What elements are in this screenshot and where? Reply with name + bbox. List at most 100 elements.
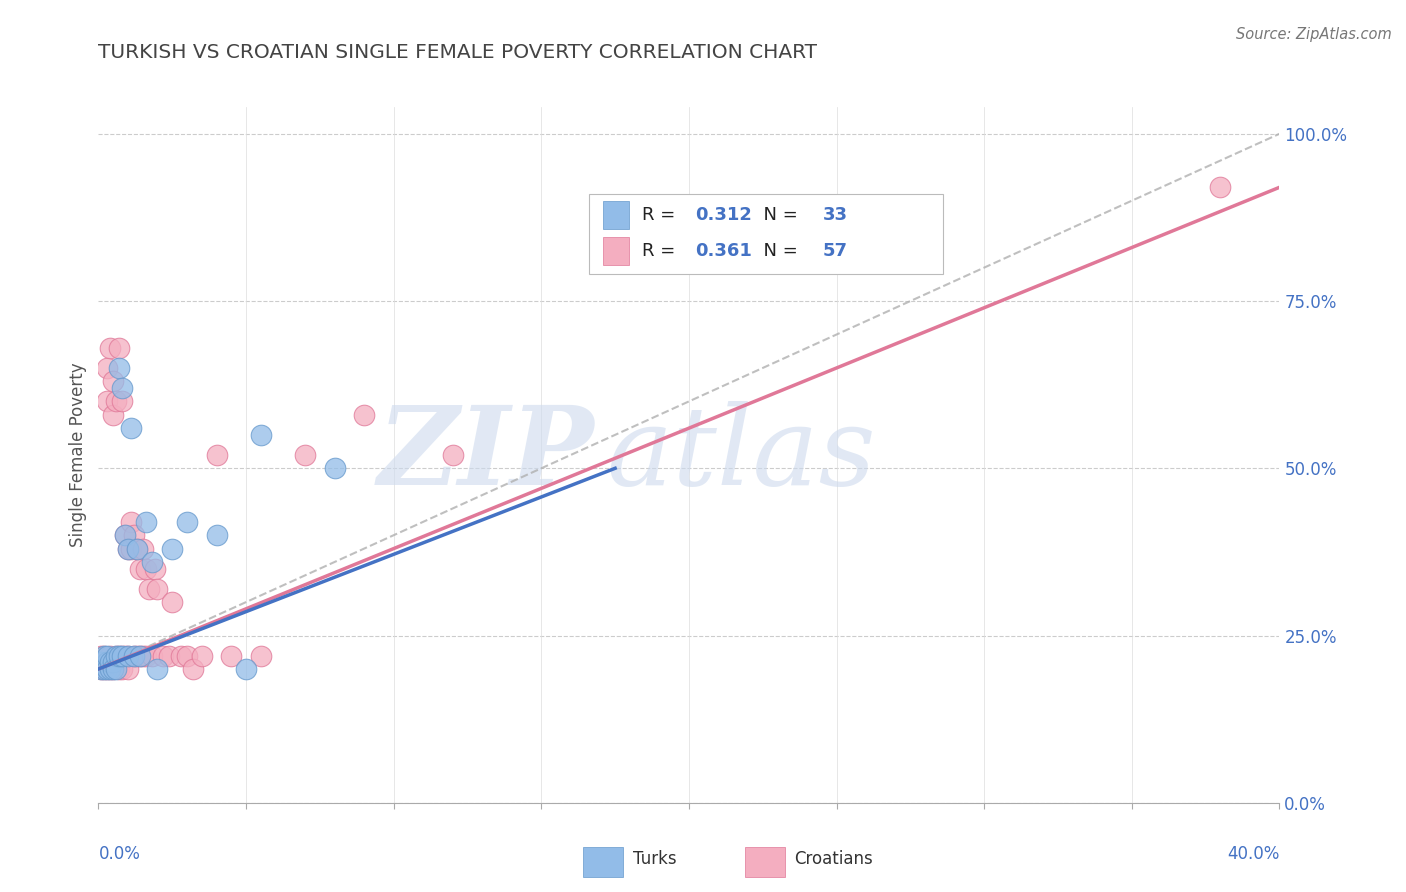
- Point: [132, 541, 155, 556]
- Point: [143, 562, 166, 576]
- Point: [111, 381, 134, 395]
- Point: [181, 662, 204, 676]
- Text: N =: N =: [752, 242, 803, 260]
- Text: TURKISH VS CROATIAN SINGLE FEMALE POVERTY CORRELATION CHART: TURKISH VS CROATIAN SINGLE FEMALE POVERT…: [98, 44, 817, 62]
- Point: [125, 541, 148, 556]
- Text: Turks: Turks: [633, 850, 676, 868]
- Point: [122, 648, 145, 663]
- Point: [93, 648, 115, 663]
- Point: [117, 648, 139, 663]
- Point: [441, 448, 464, 462]
- Point: [323, 461, 346, 475]
- Point: [132, 648, 155, 663]
- Point: [120, 421, 142, 435]
- Point: [141, 555, 163, 569]
- Point: [117, 541, 139, 556]
- Point: [235, 662, 257, 676]
- Point: [170, 648, 193, 663]
- Point: [103, 655, 125, 669]
- Point: [90, 662, 112, 676]
- Point: [108, 361, 131, 376]
- Point: [103, 375, 125, 389]
- Text: 40.0%: 40.0%: [1227, 845, 1279, 863]
- Point: [93, 655, 115, 669]
- Point: [128, 648, 150, 663]
- Point: [250, 648, 273, 663]
- Y-axis label: Single Female Poverty: Single Female Poverty: [69, 363, 87, 547]
- Point: [103, 662, 125, 676]
- Point: [1209, 180, 1232, 194]
- Point: [141, 648, 163, 663]
- Point: [105, 662, 128, 676]
- Point: [93, 648, 115, 663]
- Point: [157, 648, 180, 663]
- FancyBboxPatch shape: [589, 194, 943, 274]
- Point: [96, 394, 118, 409]
- Text: R =: R =: [641, 242, 681, 260]
- Point: [120, 515, 142, 529]
- Point: [135, 515, 157, 529]
- Point: [98, 662, 121, 676]
- Point: [162, 541, 183, 556]
- Point: [135, 562, 157, 576]
- Text: R =: R =: [641, 206, 681, 224]
- Point: [90, 648, 112, 663]
- Text: 0.0%: 0.0%: [98, 845, 141, 863]
- Text: Source: ZipAtlas.com: Source: ZipAtlas.com: [1236, 27, 1392, 42]
- Point: [117, 648, 139, 663]
- Point: [96, 361, 118, 376]
- Point: [117, 662, 139, 676]
- Point: [90, 655, 112, 669]
- Text: ZIP: ZIP: [378, 401, 595, 508]
- Point: [219, 648, 242, 663]
- FancyBboxPatch shape: [603, 201, 628, 229]
- Point: [138, 582, 160, 596]
- Point: [103, 408, 125, 422]
- Point: [108, 341, 131, 355]
- Point: [125, 541, 148, 556]
- Point: [108, 648, 131, 663]
- Text: N =: N =: [752, 206, 803, 224]
- Point: [96, 662, 118, 676]
- Text: 33: 33: [823, 206, 848, 224]
- Point: [146, 662, 169, 676]
- Text: Croatians: Croatians: [794, 850, 873, 868]
- Point: [105, 648, 128, 663]
- Point: [191, 648, 214, 663]
- Point: [105, 648, 128, 663]
- Point: [90, 662, 112, 676]
- Point: [114, 528, 136, 542]
- Point: [96, 648, 118, 663]
- Point: [125, 648, 148, 663]
- Point: [103, 662, 125, 676]
- Point: [294, 448, 316, 462]
- Text: 0.361: 0.361: [695, 242, 752, 260]
- Point: [250, 428, 273, 442]
- Point: [93, 662, 115, 676]
- Point: [96, 655, 118, 669]
- Text: 0.312: 0.312: [695, 206, 752, 224]
- Text: atlas: atlas: [606, 401, 876, 508]
- Point: [111, 662, 134, 676]
- Point: [146, 582, 169, 596]
- Point: [111, 648, 134, 663]
- Point: [114, 648, 136, 663]
- Point: [98, 648, 121, 663]
- Point: [205, 528, 228, 542]
- Point: [117, 541, 139, 556]
- Point: [162, 595, 183, 609]
- Point: [122, 528, 145, 542]
- Text: 57: 57: [823, 242, 848, 260]
- Point: [96, 662, 118, 676]
- Point: [122, 648, 145, 663]
- Point: [105, 394, 128, 409]
- Point: [108, 662, 131, 676]
- Point: [108, 648, 131, 663]
- Point: [128, 562, 150, 576]
- Point: [135, 648, 157, 663]
- Point: [98, 341, 121, 355]
- Point: [120, 541, 142, 556]
- FancyBboxPatch shape: [603, 237, 628, 265]
- Point: [353, 408, 375, 422]
- Point: [111, 648, 134, 663]
